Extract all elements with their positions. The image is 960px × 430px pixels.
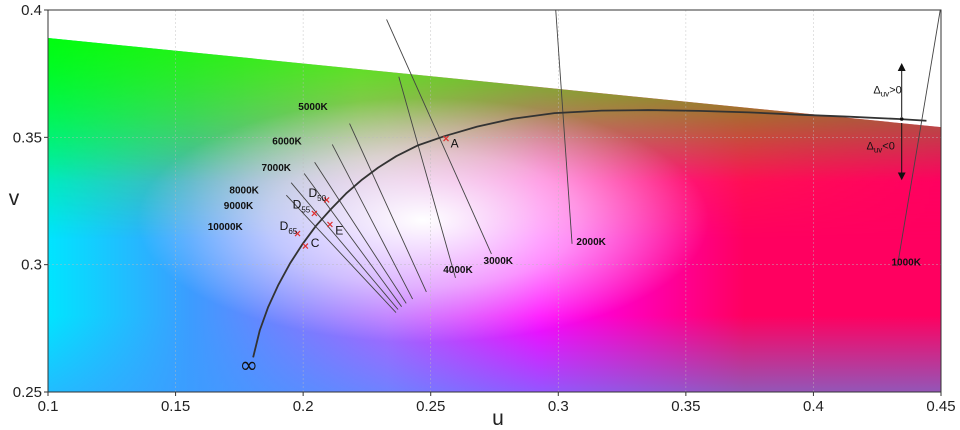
isotherm-label: 6000K <box>272 137 302 148</box>
illuminant-marker <box>294 230 301 237</box>
x-tick-label: 0.1 <box>38 398 59 415</box>
isotherm-line <box>303 173 402 307</box>
isotherm-line <box>290 182 399 310</box>
gamut-fill <box>48 38 941 392</box>
x-tick-label: 0.35 <box>671 398 700 415</box>
isotherm-label: 4000K <box>443 265 473 276</box>
y-axis-title: v <box>9 187 20 210</box>
y-tick-label: 0.3 <box>21 257 42 274</box>
isotherm-line <box>314 162 407 304</box>
y-tick-label: 0.25 <box>13 384 42 401</box>
duv-label: Δuv>0 <box>873 84 901 98</box>
duv-label: Δuv<0 <box>866 140 894 154</box>
illuminant-marker <box>311 210 318 217</box>
isotherm-label: 9000K <box>224 201 254 212</box>
illuminant-marker <box>327 221 333 228</box>
x-tick-label: 0.15 <box>161 398 190 415</box>
illuminant-marker <box>443 135 449 142</box>
illuminant-marker <box>302 243 309 250</box>
illuminant-label: C <box>311 236 320 250</box>
x-axis-title: u <box>492 407 504 430</box>
x-tick-label: 0.4 <box>803 398 824 415</box>
planckian-locus-curve <box>252 109 927 358</box>
duv-annotations: Δuv>0 Δuv<0 <box>866 63 906 181</box>
isotherm-line <box>285 194 397 313</box>
x-tick-label: 0.25 <box>416 398 445 415</box>
isotherm-label: 1000K <box>892 257 922 268</box>
x-tick-label: 0.3 <box>548 398 569 415</box>
isotherm-line <box>386 19 492 255</box>
isotherm-line <box>331 144 413 300</box>
isotherm-label: 2000K <box>576 237 606 248</box>
isotherm-label: 5000K <box>298 102 328 113</box>
plot-frame <box>47 9 942 393</box>
illuminant-label: E <box>335 224 343 238</box>
isotherm-label: 3000K <box>484 256 514 267</box>
isotherm-line <box>398 76 456 279</box>
isotherm-lines: 1000K 2000K 3000K 4000K 5000K 6000K 7000K8000K… <box>208 9 941 313</box>
isotherm-label: 10000K <box>208 222 244 233</box>
infinity-label: ∞ <box>240 354 258 379</box>
isotherm-line <box>896 9 941 267</box>
x-tick-label: 0.2 <box>293 398 314 415</box>
isotherm-label: 8000K <box>229 185 259 196</box>
white-point-glow <box>48 38 941 392</box>
x-tick-label: 0.45 <box>926 398 955 415</box>
duv-origin-dot <box>899 117 904 121</box>
color-gamut-background <box>48 38 941 392</box>
isotherm-line <box>349 123 427 293</box>
isotherm-line <box>555 9 573 244</box>
illuminant-marker <box>323 197 330 203</box>
illuminant-label: A <box>451 136 459 150</box>
axes: 0.1 0.15 0.2 0.25 0.3 0.35 0.4 0.45 0.25 0.3 0.35 0… <box>13 2 956 415</box>
y-tick-label: 0.35 <box>13 129 42 146</box>
isotherm-label: 7000K <box>262 163 292 174</box>
y-tick-label: 0.4 <box>21 2 42 19</box>
planckian-locus: ∞ <box>240 109 927 379</box>
